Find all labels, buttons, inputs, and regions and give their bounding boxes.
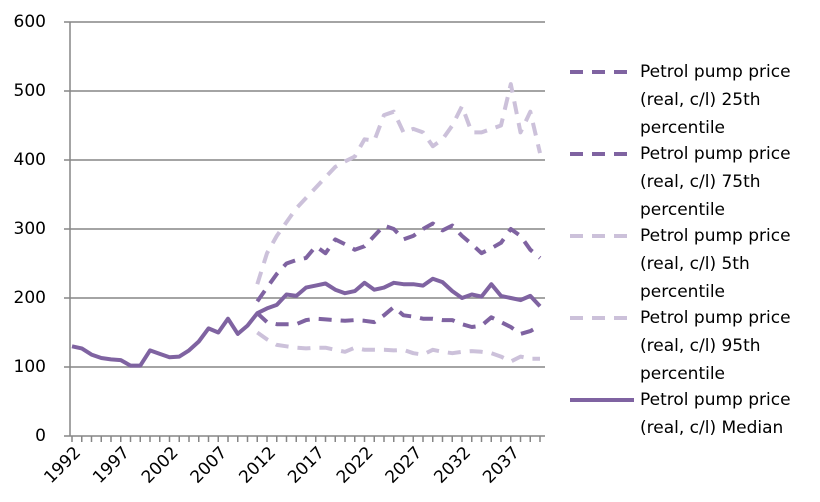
x-tick-label: 1997 [89,443,134,488]
x-tick-label: 2012 [235,443,280,488]
x-tick-label: 2032 [430,443,475,488]
series-line [71,276,542,368]
x-tick-label: 2017 [284,443,329,488]
x-tick-label: 2007 [187,443,232,488]
x-tick-label: 2002 [138,443,183,488]
x-tick-label: 2022 [333,443,378,488]
y-tick-label: 600 [14,12,46,32]
y-tick-label: 300 [14,219,46,239]
legend-label: Petrol pump price (real, c/l) 5th percen… [640,226,791,302]
y-tick-label: 100 [14,357,46,377]
series-line [256,330,540,364]
legend-label: Petrol pump price (real, c/l) 25th perce… [640,62,791,138]
series-line [255,305,541,336]
y-tick-label: 500 [14,81,46,101]
series-line [255,221,542,303]
legend-label: Petrol pump price (real, c/l) 95th perce… [640,308,791,384]
legend-label: Petrol pump price (real, c/l) Median [640,390,791,438]
x-tick-label: 2037 [479,443,524,488]
x-tick-label: 1992 [40,443,85,488]
y-tick-label: 200 [14,288,46,308]
series-line [255,82,542,285]
x-tick-label: 2027 [382,443,427,488]
legend-label: Petrol pump price (real, c/l) 75th perce… [640,144,791,220]
y-tick-label: 0 [35,426,46,446]
y-tick-label: 400 [14,150,46,170]
